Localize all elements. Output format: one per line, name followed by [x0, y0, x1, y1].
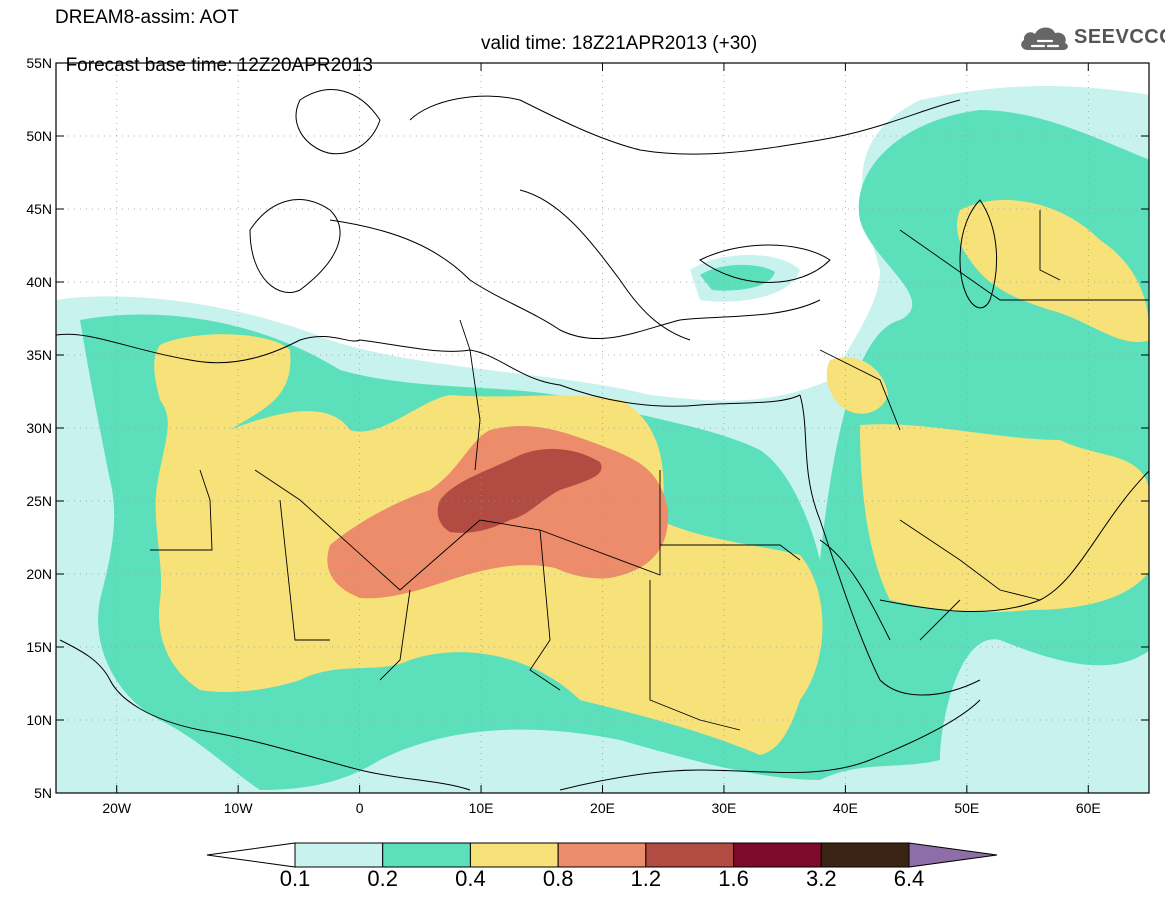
lat-tick-label: 45N — [26, 201, 52, 217]
colorbar-swatch — [820, 842, 910, 868]
seevccc-logo: SEEVCCC — [1018, 22, 1165, 54]
aot-field — [56, 85, 1149, 793]
lat-tick-label: 55N — [26, 55, 52, 71]
borders — [150, 210, 1149, 731]
grid — [56, 63, 1149, 793]
lon-tick-label: 10W — [224, 800, 254, 816]
colorbar-level-label: 0.2 — [367, 866, 398, 891]
colorbar-under-arrow — [206, 842, 296, 868]
lat-tick-label: 15N — [26, 639, 52, 655]
lat-tick-label: 10N — [26, 712, 52, 728]
aot-band-1.2 — [437, 448, 602, 533]
lon-tick-label: 0 — [356, 800, 364, 816]
lat-tick-label: 35N — [26, 347, 52, 363]
lat-tick-label: 25N — [26, 493, 52, 509]
colorbar-swatch — [733, 842, 822, 868]
lon-tick-label: 60E — [1076, 800, 1101, 816]
cloud-icon — [1021, 27, 1068, 50]
forecast-times: Forecast base time: 12Z20APR2013 valid t… — [55, 33, 758, 99]
colorbar-level-label: 1.6 — [718, 866, 749, 891]
logo-text: SEEVCCC — [1074, 26, 1165, 48]
lon-tick-label: 50E — [954, 800, 979, 816]
colorbar-level-label: 3.2 — [805, 866, 837, 891]
tick-marks — [56, 62, 1149, 794]
aot-band-0.4-iraq — [826, 357, 888, 414]
colorbar-level-label: 0.4 — [455, 866, 486, 891]
colorbar-level-label: 1.2 — [630, 866, 662, 891]
colorbar — [206, 842, 998, 868]
lat-tick-label: 40N — [26, 274, 52, 290]
coastlines — [56, 89, 1149, 791]
colorbar-level-label: 0.8 — [542, 866, 574, 891]
valid-time: valid time: 18Z21APR2013 (+30) — [481, 33, 758, 54]
colorbar-level-label: 6.4 — [893, 866, 925, 891]
tick-labels: 20W 10W 0 10E 20E 30E 40E 50E 60E 55N 50N 45N 40N 35N… — [26, 55, 1100, 816]
lat-tick-label: 5N — [34, 785, 52, 801]
lon-tick-label: 30E — [711, 800, 736, 816]
lon-tick-label: 40E — [833, 800, 858, 816]
colorbar-swatch — [294, 842, 384, 868]
lat-tick-label: 50N — [26, 128, 52, 144]
colorbar-swatch — [382, 842, 471, 868]
colorbar-over-arrow — [908, 842, 998, 868]
lon-tick-label: 20W — [102, 800, 132, 816]
lon-tick-label: 10E — [469, 800, 494, 816]
aot-band-0.4-arabia — [860, 424, 1149, 612]
colorbar-swatch — [469, 842, 559, 868]
lat-tick-label: 30N — [26, 420, 52, 436]
base-time: Forecast base time: 12Z20APR2013 — [65, 55, 373, 76]
map-title: DREAM8-assim: AOT — [55, 7, 239, 28]
colorbar-swatch — [557, 842, 647, 868]
colorbar-level-label: 0.1 — [279, 866, 311, 891]
colorbar-swatch — [645, 842, 735, 868]
aot-band-0.4-caspian — [957, 200, 1149, 342]
lon-tick-label: 20E — [590, 800, 615, 816]
lat-tick-label: 20N — [26, 566, 52, 582]
